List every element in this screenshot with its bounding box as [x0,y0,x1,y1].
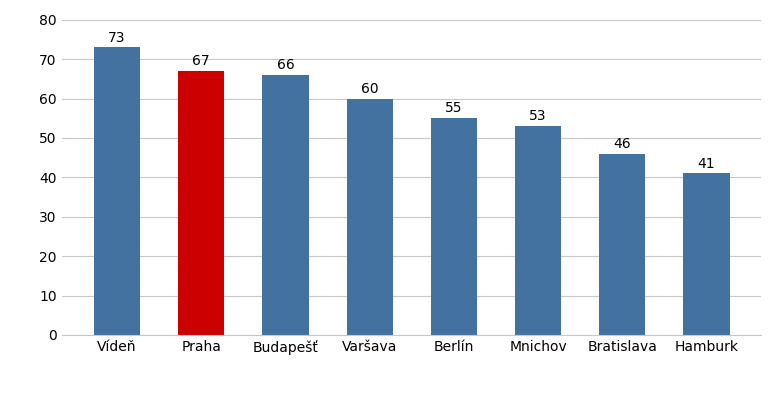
Text: 55: 55 [445,101,462,115]
Text: 67: 67 [193,54,210,68]
Text: 41: 41 [698,156,716,171]
Bar [683,173,730,335]
Bar [515,126,561,335]
Text: 66: 66 [277,58,294,72]
Bar [347,98,393,335]
Bar [94,47,141,335]
Text: 60: 60 [361,82,378,96]
Bar [599,154,646,335]
Text: 73: 73 [108,30,126,45]
Bar [178,71,225,335]
Text: 46: 46 [614,137,631,151]
Bar [263,75,308,335]
Text: 53: 53 [529,109,547,123]
Bar [430,118,477,335]
